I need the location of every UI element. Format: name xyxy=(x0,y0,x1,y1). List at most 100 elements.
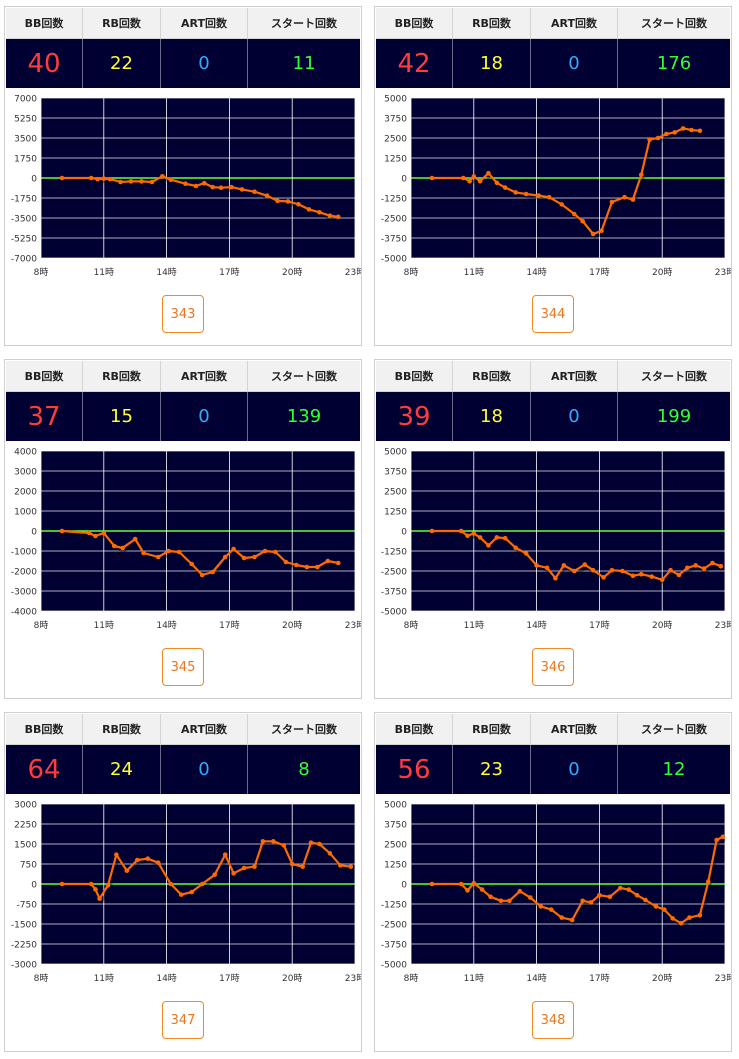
x-tick-label: 11時 xyxy=(464,620,484,631)
x-tick-label: 11時 xyxy=(94,267,114,278)
bb-count: 64 xyxy=(27,754,61,785)
bb-count: 37 xyxy=(27,401,61,432)
data-point xyxy=(168,177,174,183)
data-point xyxy=(155,554,161,560)
rb-count: 22 xyxy=(110,53,133,74)
data-point xyxy=(720,834,726,840)
bb-count: 39 xyxy=(397,401,431,432)
data-point xyxy=(569,917,575,923)
x-tick-label: 17時 xyxy=(219,267,239,278)
data-point xyxy=(193,183,199,189)
series-shadow xyxy=(433,838,726,928)
data-point xyxy=(88,175,94,181)
data-point xyxy=(429,175,435,181)
series-shadow xyxy=(63,843,353,905)
data-point xyxy=(141,550,146,556)
machine-number-button[interactable]: 347 xyxy=(162,1001,204,1039)
data-point xyxy=(201,180,207,186)
data-point xyxy=(304,564,310,570)
rb-header: RB回数 xyxy=(82,361,161,392)
y-tick-label: -1750 xyxy=(11,195,37,205)
data-point xyxy=(502,535,508,541)
series-line xyxy=(431,127,701,236)
bb-header: BB回数 xyxy=(376,361,453,392)
machine-number-button[interactable]: 345 xyxy=(162,648,204,686)
y-tick-label: -1250 xyxy=(381,548,407,558)
start-header: スタート回数 xyxy=(617,8,730,39)
data-point xyxy=(149,179,155,185)
machine-panel: BB回数 RB回数 ART回数 スタート回数 64 24 0 8 3000 225… xyxy=(4,712,362,1052)
rb-header: RB回数 xyxy=(452,361,531,392)
y-tick-label: 0 xyxy=(401,528,407,538)
data-point xyxy=(638,571,644,577)
data-point xyxy=(458,528,464,534)
art-header: ART回数 xyxy=(530,714,618,745)
machine-panel: BB回数 RB回数 ART回数 スタート回数 42 18 0 176 5000 3… xyxy=(374,6,732,346)
rb-count: 18 xyxy=(480,406,503,427)
x-tick-label: 23時 xyxy=(715,620,731,631)
data-point xyxy=(285,199,291,204)
art-count: 0 xyxy=(198,759,210,780)
y-tick-label: -3500 xyxy=(11,215,37,225)
y-tick-label: 750 xyxy=(20,861,37,871)
y-tick-label: 1250 xyxy=(384,861,407,871)
start-header: スタート回数 xyxy=(617,714,730,745)
stats-table: BB回数 RB回数 ART回数 スタート回数 42 18 0 176 xyxy=(376,8,730,88)
rb-header: RB回数 xyxy=(82,8,161,39)
data-point xyxy=(664,131,669,137)
data-point xyxy=(494,535,500,540)
y-tick-label: 5000 xyxy=(384,448,407,458)
data-point xyxy=(693,563,698,568)
data-point xyxy=(517,888,523,894)
data-point xyxy=(262,548,268,554)
data-point xyxy=(620,568,625,574)
data-point xyxy=(327,213,333,219)
data-point xyxy=(538,904,544,909)
y-tick-label: 0 xyxy=(401,175,407,185)
data-point xyxy=(714,837,719,843)
art-count: 0 xyxy=(568,759,580,780)
x-tick-label: 8時 xyxy=(34,973,49,984)
x-tick-label: 20時 xyxy=(282,267,302,278)
data-point xyxy=(590,231,596,237)
y-tick-label: 3750 xyxy=(384,821,407,831)
data-point xyxy=(607,894,613,900)
machine-number-button[interactable]: 343 xyxy=(162,295,204,333)
machine-number-button[interactable]: 348 xyxy=(532,1001,574,1039)
rb-count: 24 xyxy=(110,759,133,780)
data-point xyxy=(678,920,684,926)
x-tick-label: 8時 xyxy=(404,973,419,984)
data-point xyxy=(229,184,234,190)
slump-chart: 5000 3750 2500 1250 0 -1250 -2500 -3750 -5000 8時 1… xyxy=(381,801,731,985)
data-point xyxy=(580,218,585,224)
data-point xyxy=(687,915,692,920)
stats-table: BB回数 RB回数 ART回数 スタート回数 39 18 0 199 xyxy=(376,361,730,441)
art-header: ART回数 xyxy=(160,8,248,39)
machine-number-button[interactable]: 344 xyxy=(532,295,574,333)
rb-header: RB回数 xyxy=(82,714,161,745)
data-point xyxy=(241,555,247,561)
machine-panel: BB回数 RB回数 ART回数 スタート回数 39 18 0 199 5000 3… xyxy=(374,359,732,699)
data-point xyxy=(210,184,215,190)
stats-table: BB回数 RB回数 ART回数 スタート回数 37 15 0 139 xyxy=(6,361,360,441)
rb-header: RB回数 xyxy=(452,714,531,745)
data-point xyxy=(429,528,435,534)
x-tick-label: 20時 xyxy=(652,267,672,278)
start-header: スタート回数 xyxy=(247,8,360,39)
x-tick-label: 20時 xyxy=(282,620,302,631)
data-point xyxy=(222,852,228,857)
data-point xyxy=(134,857,140,863)
data-point xyxy=(335,560,341,566)
art-count: 0 xyxy=(198,406,210,427)
data-point xyxy=(97,896,102,901)
y-tick-label: -2500 xyxy=(381,215,407,225)
data-point xyxy=(294,562,299,568)
machine-number-button[interactable]: 346 xyxy=(532,648,574,686)
data-point xyxy=(88,881,94,887)
data-point xyxy=(622,194,627,200)
data-point xyxy=(697,912,703,918)
y-tick-label: -1250 xyxy=(381,901,407,911)
data-point xyxy=(317,841,322,847)
data-point xyxy=(590,567,596,573)
data-point xyxy=(210,569,215,575)
